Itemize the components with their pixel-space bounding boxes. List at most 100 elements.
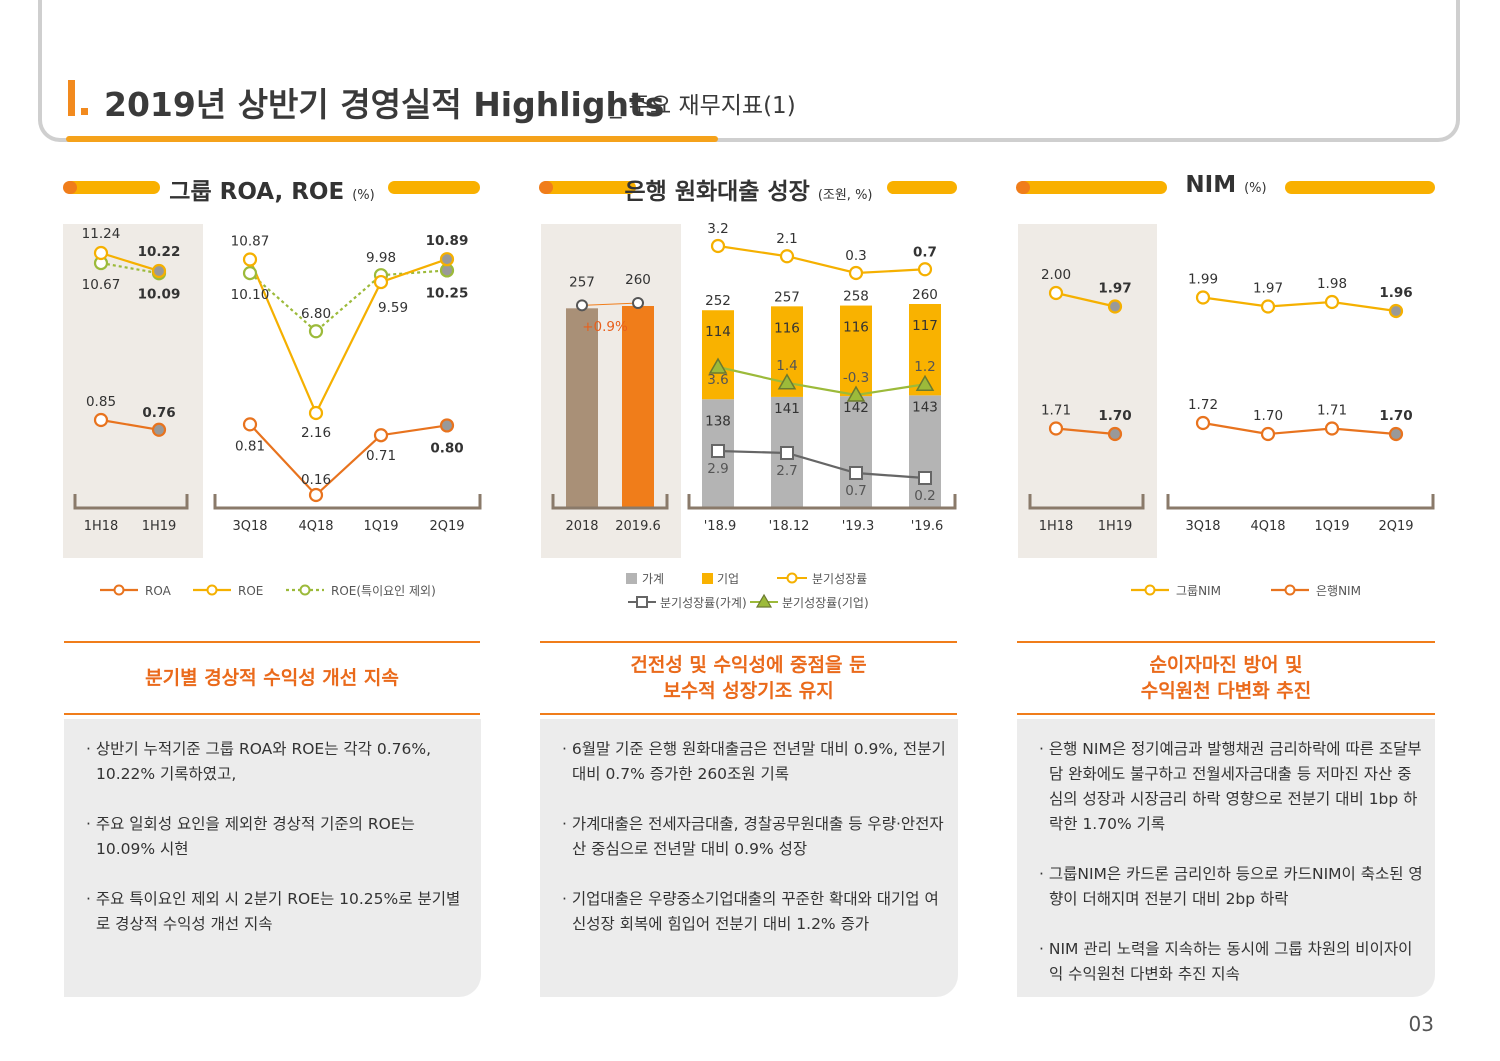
x-tick-label: 3Q18 — [232, 519, 267, 534]
x-tick-label: 2019.6 — [615, 519, 661, 534]
page-subtitle: _ 주요 재무지표(1) — [610, 93, 796, 119]
roe-ex-data-label: 10.67 — [82, 277, 121, 293]
group-nim-point — [1260, 299, 1276, 314]
header-frame — [38, 0, 1460, 142]
growth-total-point — [779, 249, 795, 264]
axis-bracket-quarter — [1166, 494, 1435, 510]
legend-marker — [636, 596, 648, 608]
quarter-total-label: 258 — [843, 289, 869, 305]
highlight-box-1: 분기별 경상적 수익성 개선 지속 — [64, 641, 480, 715]
household-value-label: 138 — [705, 413, 731, 429]
bank-nim-label: 1.72 — [1188, 397, 1218, 413]
x-tick-label: 2Q19 — [1378, 519, 1413, 534]
growth-total-point — [917, 262, 933, 277]
growth-corporate-point — [915, 374, 935, 391]
legend-swatch-household — [626, 573, 637, 584]
annual-total-label: 260 — [625, 272, 651, 288]
roa-point — [93, 412, 109, 428]
annual-point — [632, 297, 644, 309]
quarter-total-label: 260 — [912, 287, 938, 303]
group-nim-label: 1.98 — [1317, 276, 1347, 292]
x-tick-label: '18.9 — [704, 519, 737, 534]
legend-marker — [755, 593, 773, 608]
section-unit-loans: (조원, %) — [817, 188, 873, 203]
roe-data-label: 9.59 — [378, 300, 408, 316]
roe-point — [308, 405, 324, 421]
description-box-2: · 6월말 기준 은행 원화대출금은 전년말 대비 0.9%, 전분기 대비 0… — [540, 719, 958, 997]
bank-nim-point — [1195, 415, 1211, 431]
corporate-value-label: 117 — [912, 318, 938, 334]
section-unit-roa-roe: (%) — [352, 188, 375, 203]
section-unit-nim: (%) — [1244, 181, 1267, 196]
corporate-value-label: 116 — [774, 320, 800, 336]
roe-ex-data-label: 10.09 — [138, 286, 181, 302]
page-title: 2019년 상반기 경영실적 Highlights — [104, 85, 665, 124]
bank-nim-line — [1202, 421, 1397, 436]
legend-label: 분기성장률(가계) — [660, 596, 747, 610]
growth-corporate-line — [717, 365, 926, 397]
axis-bracket-quarter — [213, 494, 482, 510]
highlight-line: 건전성 및 수익성에 중점을 둔 — [630, 654, 867, 676]
bank-nim-point — [1260, 426, 1276, 442]
roe-ex-point — [308, 324, 324, 339]
legend-label: ROA — [145, 584, 172, 598]
bank-nim-line — [1055, 427, 1116, 436]
description-bullet: · 주요 일회성 요인을 제외한 경상적 기준의 ROE는 10.09% 시현 — [86, 815, 415, 858]
group-nim-label: 1.99 — [1188, 272, 1218, 288]
corporate-bar — [702, 310, 734, 400]
roa-data-label: 0.71 — [366, 448, 396, 464]
description-box-1: · 상반기 누적기준 그룹 ROA와 ROE는 각각 0.76%, 10.22%… — [64, 719, 481, 997]
bank-nim-point — [1107, 426, 1123, 442]
roa-point — [242, 417, 258, 432]
roe-ex-data-label: 6.80 — [301, 306, 331, 322]
highlight-line: 분기별 경상적 수익성 개선 지속 — [145, 667, 399, 689]
x-tick-label: 3Q18 — [1185, 519, 1220, 534]
roe-ex-point — [242, 265, 258, 281]
description-box-3: · 은행 NIM은 정기예금과 발행채권 금리하락에 따른 조달부담 완화에도 … — [1017, 719, 1435, 997]
legend-label: 분기성장률(기업) — [782, 596, 869, 610]
x-tick-label: 4Q18 — [1250, 519, 1285, 534]
x-tick-label: 1H18 — [84, 519, 119, 534]
description-bullet: · 은행 NIM은 정기예금과 발행채권 금리하락에 따른 조달부담 완화에도 … — [1039, 740, 1422, 833]
x-tick-label: 1H18 — [1039, 519, 1074, 534]
group-nim-label: 1.97 — [1098, 281, 1131, 297]
roa-data-label: 0.80 — [430, 440, 463, 456]
description-bullet: · 기업대출은 우량중소기업대출의 꾸준한 확대와 대기업 여신성장 회복에 힘… — [562, 890, 939, 933]
legend-marker — [299, 584, 311, 596]
household-bar — [909, 395, 941, 507]
growth-total-point — [710, 238, 726, 254]
annual-connector — [581, 302, 639, 306]
x-tick-label: 1Q19 — [1314, 519, 1349, 534]
title-underline — [66, 136, 718, 142]
legend-label: 은행NIM — [1316, 583, 1361, 598]
highlight-box-2: 건전성 및 수익성에 중점을 둔 보수적 성장기조 유지 — [540, 641, 957, 715]
header-pill-left — [63, 181, 160, 194]
legend-label: 그룹NIM — [1176, 584, 1221, 598]
x-tick-label: '18.12 — [769, 519, 810, 534]
group-nim-point — [1195, 290, 1211, 305]
household-bar — [840, 396, 872, 507]
description-bullet: · NIM 관리 노력을 지속하는 동시에 그룹 차원의 비이자이익 수익원천 … — [1039, 940, 1413, 983]
highlight-line: 수익원천 다변화 추진 — [1140, 680, 1312, 702]
legend-label: 기업 — [717, 572, 739, 586]
corporate-bar — [840, 305, 872, 397]
group-nim-line — [1055, 291, 1116, 308]
group-nim-label: 1.97 — [1253, 281, 1283, 297]
annual-growth-label: +0.9% — [582, 319, 628, 335]
x-tick-label: 2018 — [565, 519, 598, 534]
axis-bracket-annual — [551, 494, 669, 510]
growth-total-label: 2.1 — [776, 231, 797, 247]
charts-canvas: 11.24 10.22 10.87 2.16 9.59 10.89 10.67 10.09 10… — [63, 221, 1435, 610]
roe-ex-line — [100, 261, 160, 275]
roa-point — [373, 428, 389, 443]
group-nim-line — [1202, 296, 1397, 313]
axis-bracket-quarter — [687, 494, 957, 510]
group-nim-point — [1107, 299, 1123, 314]
bank-nim-point — [1048, 421, 1064, 436]
corporate-value-label: 114 — [705, 324, 731, 340]
group-nim-label: 2.00 — [1041, 267, 1071, 283]
x-tick-label: 2Q19 — [429, 519, 464, 534]
legend-label: ROE(특이요인 제외) — [331, 584, 436, 598]
section-title-nim: NIM — [1185, 172, 1237, 198]
growth-household-point — [780, 446, 794, 460]
